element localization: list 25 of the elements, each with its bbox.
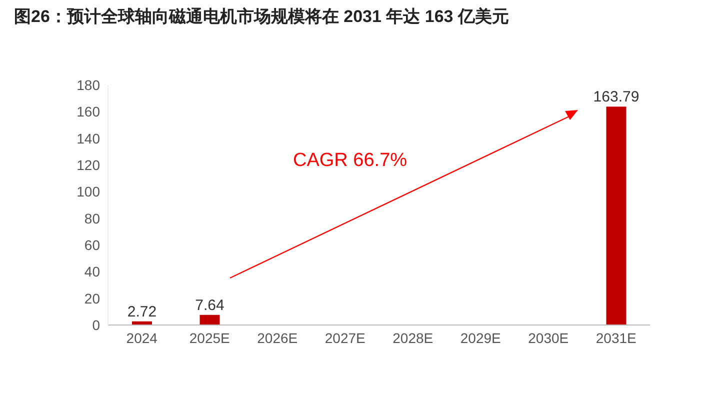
- y-tick-label: 180: [76, 76, 100, 93]
- bar: [606, 106, 626, 325]
- x-tick-label: 2029E: [460, 330, 501, 346]
- x-tick-label: 2030E: [528, 330, 569, 346]
- y-tick-label: 0: [92, 316, 100, 333]
- bar: [200, 314, 220, 325]
- y-tick-label: 160: [76, 104, 100, 120]
- data-label: 2.72: [127, 303, 157, 320]
- x-tick-label: 2026E: [257, 330, 298, 346]
- y-tick-label: 60: [84, 236, 100, 253]
- x-tick-label: 2028E: [392, 330, 434, 346]
- data-label: 163.79: [593, 88, 640, 106]
- y-tick-label: 140: [76, 130, 100, 146]
- chart-title: 图26：预计全球轴向磁通电机市场规模将在 2031 年达 163 亿美元: [14, 6, 510, 28]
- y-tick-label: 120: [76, 156, 100, 173]
- x-tick-label: 2025E: [189, 330, 230, 346]
- y-tick-label: 80: [84, 210, 100, 226]
- x-tick-label: 2031E: [596, 330, 636, 346]
- y-tick-label: 100: [76, 184, 100, 200]
- x-tick-label: 2024: [126, 330, 158, 346]
- data-label: 7.64: [195, 296, 224, 314]
- y-tick-label: 20: [84, 290, 100, 306]
- annotation: CAGR 66.7%: [293, 150, 408, 172]
- x-tick-label: 2027E: [324, 330, 366, 346]
- y-tick-label: 40: [84, 264, 100, 280]
